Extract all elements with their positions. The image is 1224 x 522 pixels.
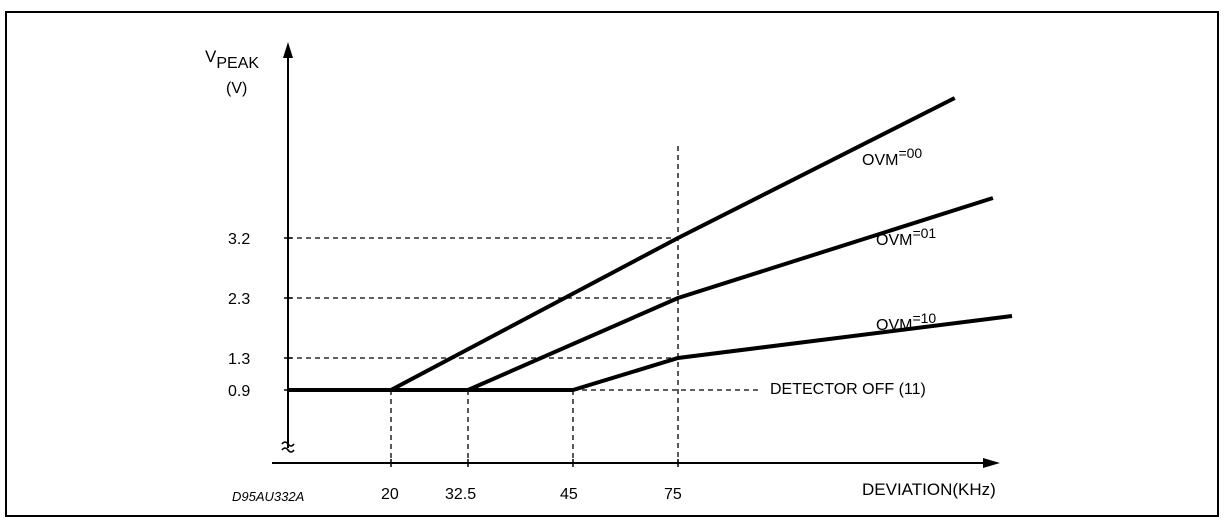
figure-frame xyxy=(6,12,1218,516)
axis-break-mark-bottom xyxy=(282,448,294,452)
detector-off-label: DETECTOR OFF (11) xyxy=(770,381,926,398)
y-axis-label-sub: PEAK xyxy=(216,55,259,72)
x-axis-arrow xyxy=(983,458,1000,468)
x-tick-label: 75 xyxy=(664,486,682,503)
series-label-ovm00: OVM=00 xyxy=(862,145,922,169)
series-label-ovm10: OVM=10 xyxy=(876,310,936,334)
y-tick-label: 1.3 xyxy=(228,351,250,368)
series-label-ovm01: OVM=01 xyxy=(876,225,936,249)
figure-code: D95AU332A xyxy=(232,489,304,504)
series-line-ovm-00 xyxy=(391,98,955,390)
axes xyxy=(272,42,1000,468)
x-tick-label: 20 xyxy=(381,486,399,503)
y-tick-label: 0.9 xyxy=(228,383,250,400)
y-axis-unit: (V) xyxy=(226,80,247,97)
y-tick-label: 2.3 xyxy=(228,291,250,308)
series-line-ovm-10 xyxy=(573,316,1012,390)
x-axis-label: DEVIATION(KHz) xyxy=(862,480,996,499)
y-axis-arrow xyxy=(283,42,293,58)
x-tick-label: 45 xyxy=(560,486,578,503)
x-tick-label: 32.5 xyxy=(445,486,476,503)
y-axis-label: VPEAK xyxy=(205,47,259,72)
y-tick-label: 3.2 xyxy=(228,231,250,248)
guide-lines xyxy=(288,146,760,463)
